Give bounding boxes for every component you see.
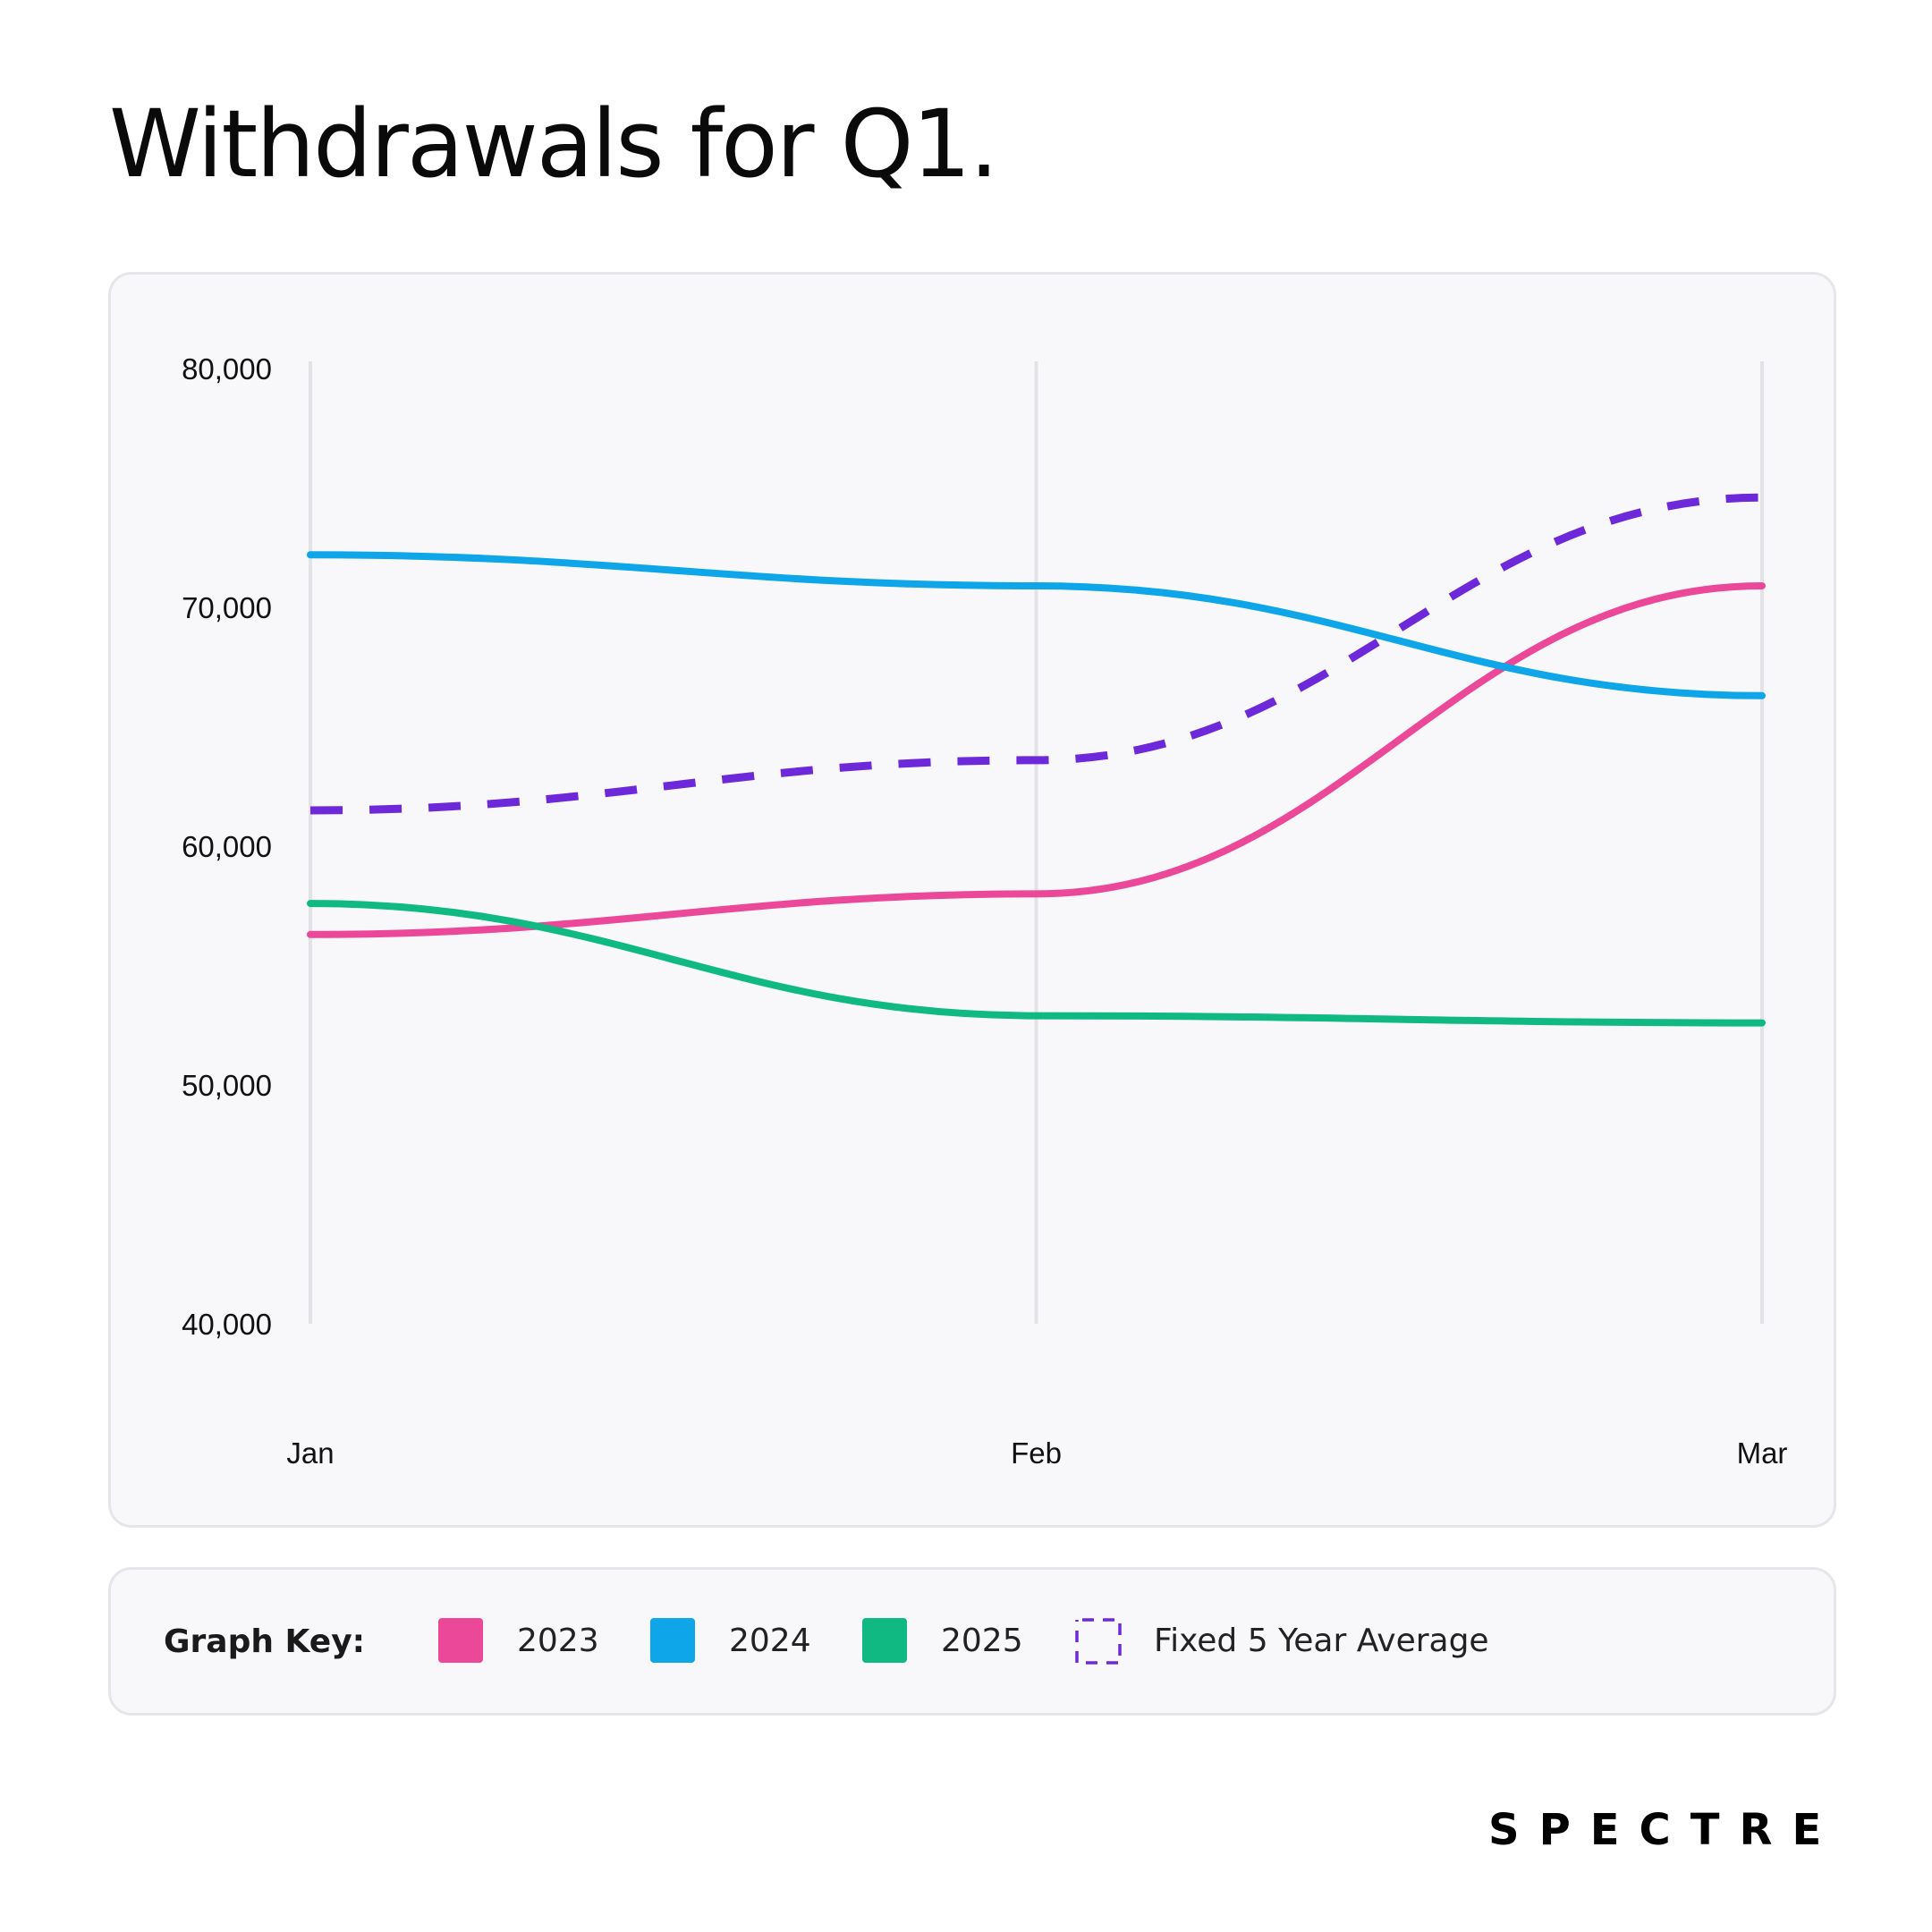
graph-key: Graph Key: 2023 2024 2025 Fixed 5 Year A… bbox=[108, 1567, 1836, 1716]
legend-swatch-2025 bbox=[862, 1618, 907, 1663]
y-tick-label: 40,000 bbox=[182, 1308, 272, 1341]
series-line-2024 bbox=[307, 551, 1766, 699]
y-axis-ticks: 80,000 70,000 60,000 50,000 40,000 bbox=[182, 352, 272, 1341]
series-lines bbox=[307, 493, 1766, 1027]
legend-label: 2023 bbox=[517, 1623, 599, 1659]
page-title: Withdrawals for Q1. bbox=[109, 89, 999, 199]
legend-label: 2024 bbox=[729, 1623, 811, 1659]
y-tick-label: 80,000 bbox=[182, 352, 272, 386]
series-line-2023 bbox=[307, 581, 1766, 938]
line-chart: 80,000 70,000 60,000 50,000 40,000 Jan Feb Mar bbox=[182, 352, 1787, 1470]
legend-label: Fixed 5 Year Average bbox=[1154, 1623, 1489, 1659]
graph-key-title: Graph Key: bbox=[164, 1623, 366, 1660]
chart-card: 80,000 70,000 60,000 50,000 40,000 Jan Feb Mar bbox=[108, 272, 1836, 1528]
x-tick-label: Mar bbox=[1737, 1436, 1788, 1470]
legend-label: 2025 bbox=[941, 1623, 1023, 1659]
x-tick-label: Feb bbox=[1011, 1436, 1062, 1470]
series-line-fixed-5-year-average bbox=[309, 493, 1763, 815]
brand-logo: SPECTRE bbox=[1488, 1805, 1842, 1855]
legend-swatch-2023 bbox=[438, 1618, 483, 1663]
vertical-gridlines bbox=[309, 361, 1764, 1324]
y-tick-label: 70,000 bbox=[182, 591, 272, 624]
y-tick-label: 50,000 bbox=[182, 1069, 272, 1102]
legend-swatch-2024 bbox=[650, 1618, 695, 1663]
y-tick-label: 60,000 bbox=[182, 830, 272, 863]
x-axis-ticks: Jan Feb Mar bbox=[286, 1436, 1787, 1470]
series-line-2025 bbox=[307, 900, 1766, 1027]
dashed-square-icon bbox=[1075, 1618, 1122, 1665]
x-tick-label: Jan bbox=[286, 1436, 334, 1470]
